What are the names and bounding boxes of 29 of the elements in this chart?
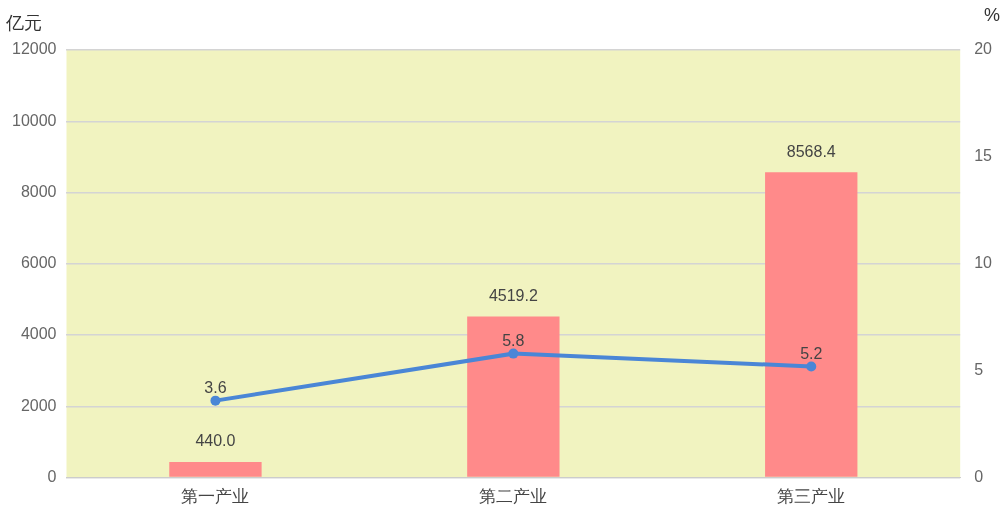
data-label: 8568.4 xyxy=(786,142,836,160)
y2-tick-label: 15 xyxy=(974,147,993,165)
y-tick-label: 2000 xyxy=(20,396,57,414)
y2-tick-label: 5 xyxy=(974,361,984,379)
point xyxy=(806,361,817,372)
bar xyxy=(169,461,262,477)
data-label: 5.2 xyxy=(800,344,823,362)
y2-tick-label: 0 xyxy=(974,468,984,486)
y-tick-label: 8000 xyxy=(20,182,57,200)
y-tick-label: 12000 xyxy=(11,40,57,58)
y-axis-title: 亿元 xyxy=(5,12,42,33)
point xyxy=(508,348,519,359)
data-label: 440.0 xyxy=(195,432,236,450)
y-tick-label: 6000 xyxy=(20,254,57,272)
point xyxy=(210,395,221,406)
data-label: 3.6 xyxy=(204,379,227,397)
data-label: 4519.2 xyxy=(488,286,538,304)
x-tick-label: 第二产业 xyxy=(479,487,548,507)
data-label: 5.8 xyxy=(502,332,525,349)
y-tick-label: 4000 xyxy=(20,325,57,343)
y2-tick-label: 20 xyxy=(974,40,993,58)
bar xyxy=(765,172,858,477)
y2-tick-label: 10 xyxy=(974,254,993,272)
y-tick-label: 0 xyxy=(47,468,57,486)
y2-axis-title: % xyxy=(983,4,1000,25)
x-tick-label: 第三产业 xyxy=(777,487,846,507)
x-tick-label: 第一产业 xyxy=(181,487,250,507)
y-tick-label: 10000 xyxy=(11,111,57,129)
bar xyxy=(467,316,560,477)
